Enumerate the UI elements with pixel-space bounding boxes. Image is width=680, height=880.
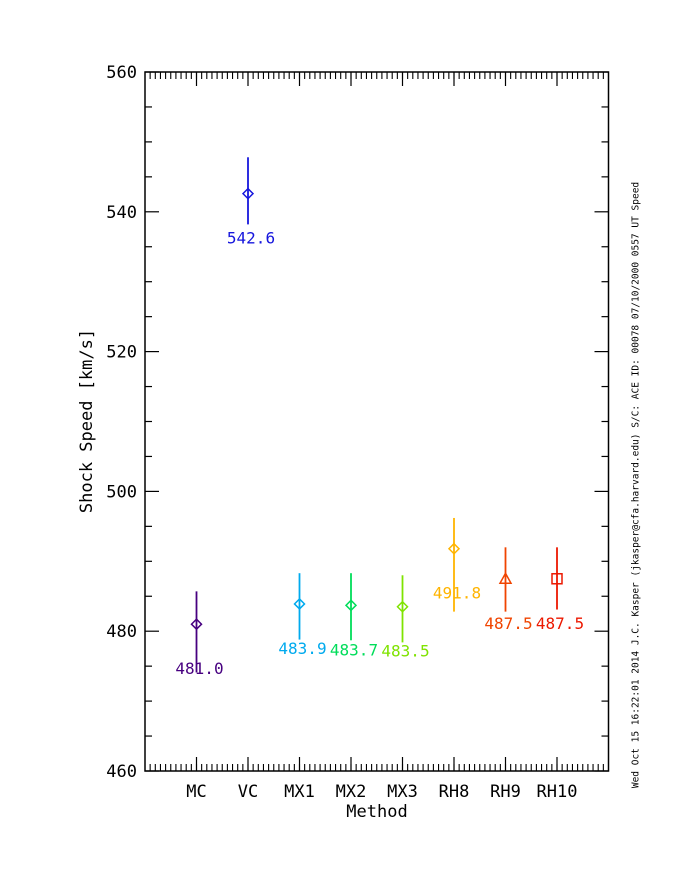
x-category-label: RH10 [537, 782, 578, 802]
y-tick-label: 520 [106, 343, 137, 363]
x-category-label: MC [186, 782, 206, 802]
y-tick-label: 480 [106, 622, 137, 642]
data-point-marker-diamond [396, 600, 409, 613]
data-point-marker-diamond [344, 599, 358, 612]
value-label: 483.9 [278, 639, 326, 658]
value-label: 487.5 [536, 614, 584, 633]
value-label: 491.8 [433, 584, 481, 603]
x-category-label: MX2 [336, 782, 367, 802]
x-axis-title: Method [346, 802, 408, 822]
right-caption: Wed Oct 15 16:22:01 2014 J.C. Kasper (jk… [630, 181, 642, 789]
value-label: 483.5 [381, 642, 429, 661]
data-point-marker-diamond [190, 618, 203, 631]
x-category-label: VC [238, 782, 258, 802]
x-category-label: MX1 [284, 782, 315, 802]
x-category-label: MX3 [387, 782, 418, 802]
data-point-marker-diamond [241, 187, 255, 200]
value-label: 481.0 [175, 659, 223, 678]
y-tick-label: 540 [106, 203, 137, 223]
data-point-marker-diamond [293, 597, 306, 610]
x-category-label: RH8 [439, 782, 470, 802]
y-tick-label: 460 [106, 762, 137, 782]
x-category-label: RH9 [490, 782, 521, 802]
data-point-marker-diamond [447, 542, 461, 555]
y-tick-label: 500 [106, 482, 137, 502]
data-point-marker-square [551, 573, 563, 585]
value-label: 483.7 [330, 640, 378, 659]
data-point-marker-triangle [498, 571, 513, 585]
value-label: 542.6 [227, 229, 275, 248]
y-axis-title: Shock Speed [km/s] [77, 328, 97, 514]
value-label: 487.5 [484, 614, 532, 633]
y-tick-label: 560 [106, 63, 137, 83]
